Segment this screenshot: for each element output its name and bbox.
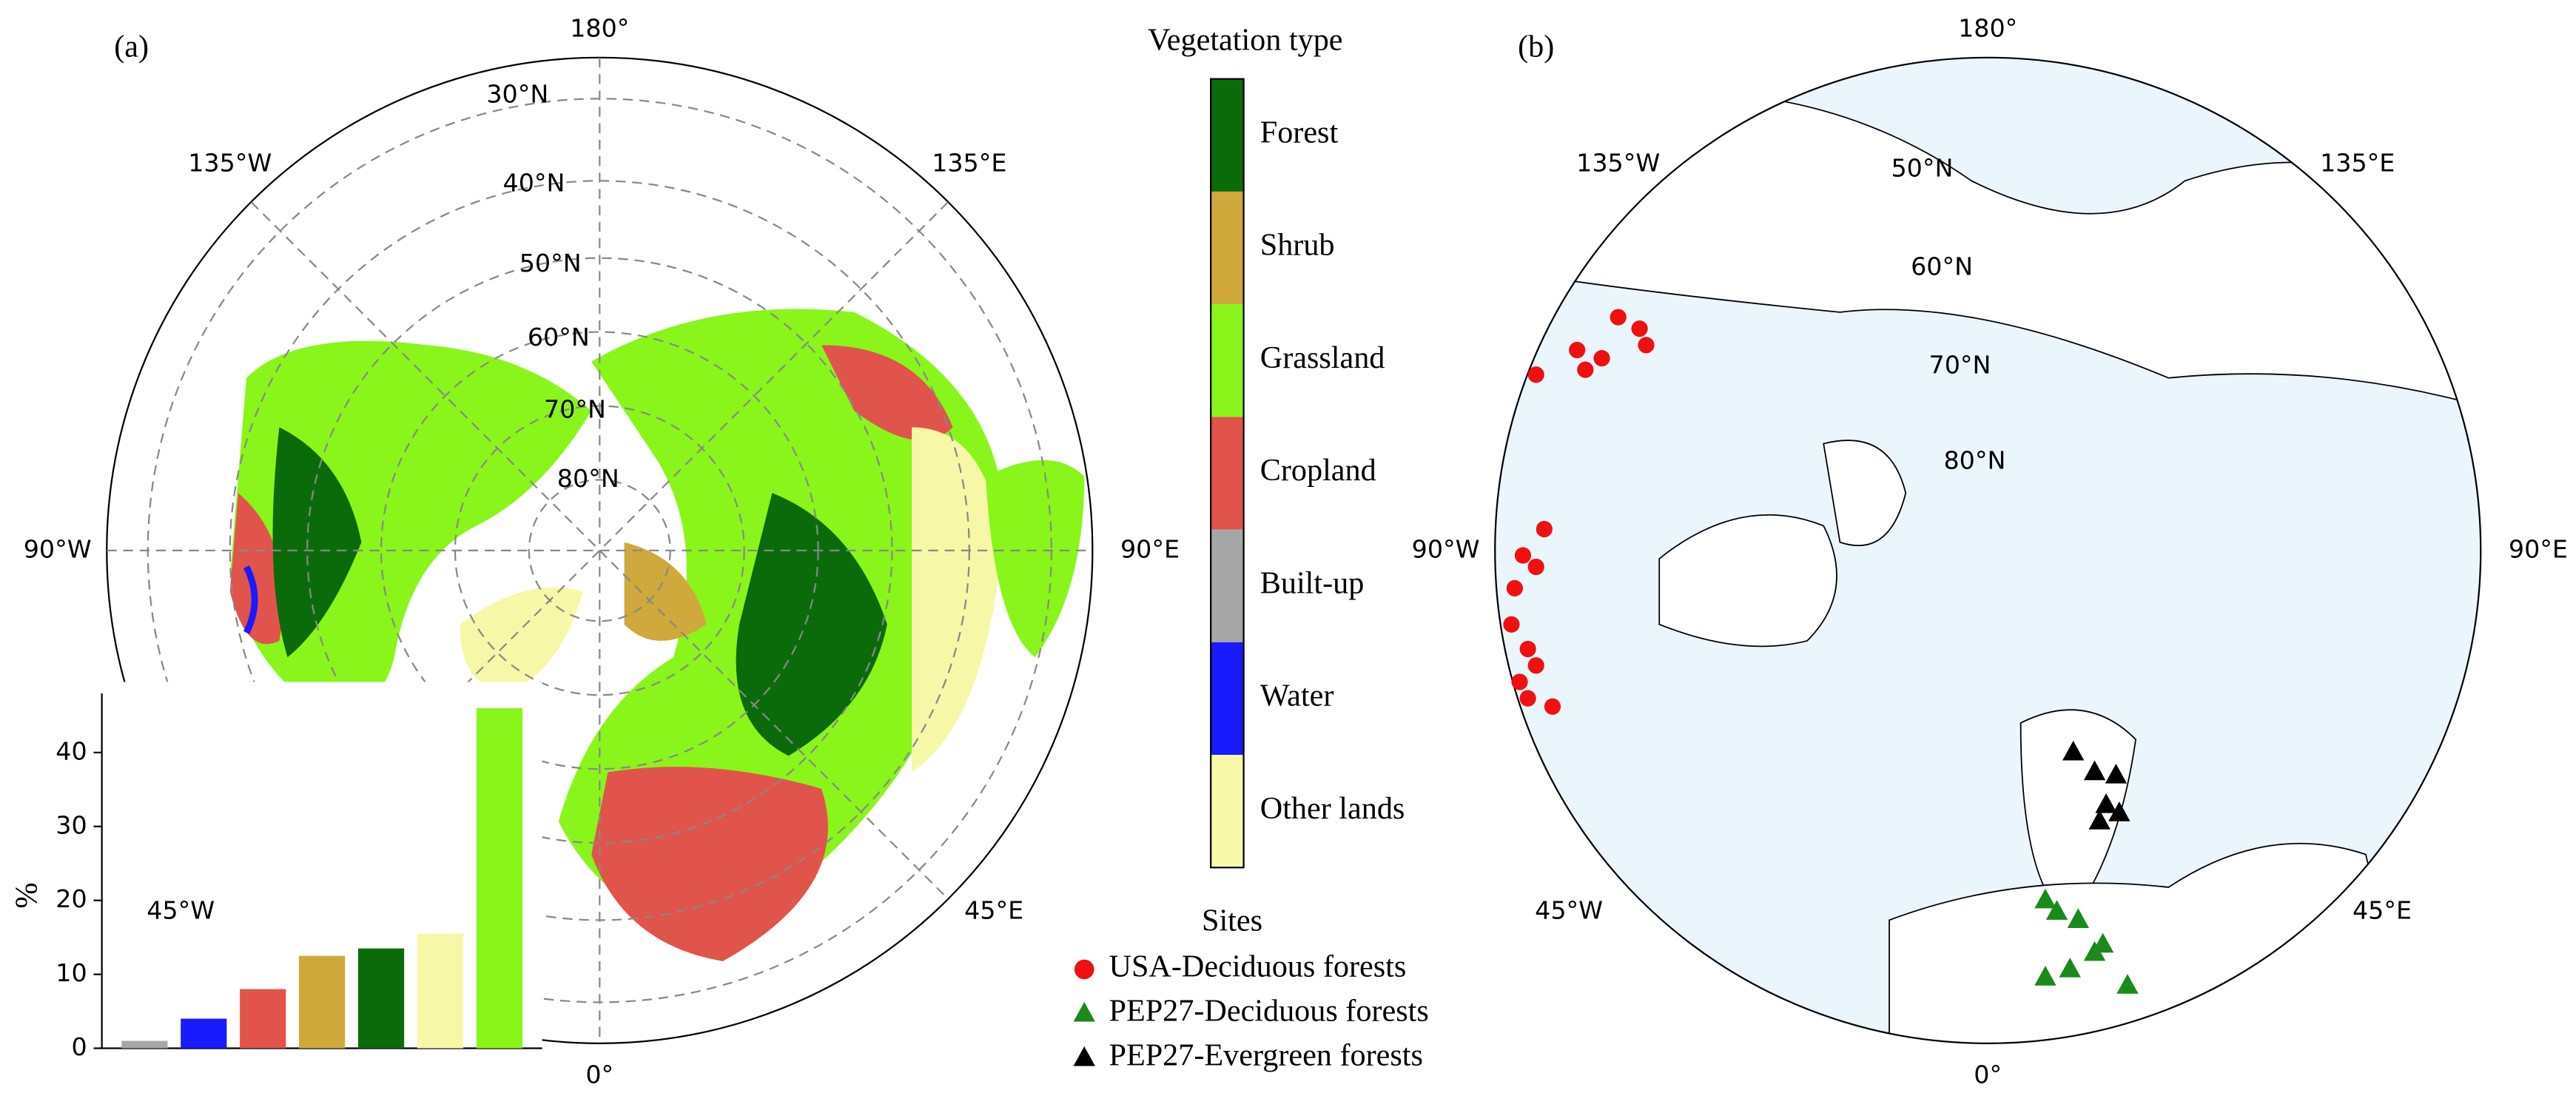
bar <box>240 989 286 1049</box>
legend-title: Vegetation type <box>1148 23 1343 58</box>
meridian-label: 90°W <box>24 534 92 563</box>
bar <box>299 955 346 1049</box>
site-marker <box>1511 673 1528 690</box>
site-marker <box>2108 801 2131 821</box>
site-marker <box>1610 309 1627 326</box>
site-marker <box>1519 690 1536 707</box>
parallel-label: 70°N <box>544 395 606 424</box>
bar <box>357 948 405 1049</box>
meridian-label: 135°W <box>188 149 272 178</box>
legend-swatch <box>1211 642 1244 756</box>
bar <box>476 707 522 1049</box>
meridian-label: 135°W <box>1576 149 1660 178</box>
site-marker <box>1527 366 1544 383</box>
site-marker <box>1514 547 1532 564</box>
site-marker <box>1074 959 1094 980</box>
legend-label: Built-up <box>1260 565 1365 600</box>
site-marker <box>1503 616 1520 633</box>
meridian-label: 0° <box>585 1060 613 1089</box>
meridian-label: 90°W <box>1412 534 1480 563</box>
y-tick-label: 40 <box>56 736 87 765</box>
meridian-label: 180° <box>570 14 629 43</box>
site-marker <box>2116 974 2139 994</box>
legend-swatch <box>1211 417 1244 530</box>
site-marker <box>2062 740 2085 761</box>
meridian-label: 135°E <box>2320 149 2395 178</box>
legend-label: Grassland <box>1260 340 1385 375</box>
meridian-label: 135°E <box>932 149 1006 178</box>
site-marker <box>1527 558 1544 576</box>
sites-label: USA-Deciduous forests <box>1109 949 1407 984</box>
site-marker <box>1519 640 1536 658</box>
legend-swatch <box>1211 529 1244 642</box>
site-marker <box>1536 520 1553 538</box>
site-marker <box>2091 932 2114 953</box>
legend-swatch <box>1211 78 1244 192</box>
y-axis-label: % <box>10 882 44 908</box>
y-tick-label: 10 <box>56 958 87 987</box>
legend-label: Shrub <box>1260 228 1335 263</box>
sites-label: PEP27-Evergreen forests <box>1109 1038 1423 1073</box>
bar <box>121 1040 168 1049</box>
legend-swatch <box>1211 755 1244 868</box>
site-marker <box>1577 361 1594 378</box>
meridian-label: 0° <box>1974 1060 2002 1089</box>
parallel-label: 80°N <box>557 464 619 493</box>
site-marker <box>2045 900 2068 920</box>
legend-label: Forest <box>1260 115 1339 149</box>
parallel-label: 80°N <box>1944 446 2006 474</box>
legend-label: Other lands <box>1260 791 1405 826</box>
site-marker <box>1527 657 1544 674</box>
y-tick-label: 0 <box>71 1032 87 1061</box>
legend-swatch <box>1211 191 1244 305</box>
site-marker <box>1073 1046 1095 1066</box>
meridian-label: 90°E <box>1120 534 1180 563</box>
parallel-label: 50°N <box>519 249 582 278</box>
site-marker <box>2034 888 2057 909</box>
parallel-label: 40°N <box>503 168 565 197</box>
meridian-label: 90°E <box>2509 534 2568 563</box>
parallel-label: 50°N <box>1891 153 1953 182</box>
meridian-label: 45°W <box>147 896 215 925</box>
panel-label: (b) <box>1518 29 1554 64</box>
site-marker <box>2067 908 2089 928</box>
map-b <box>1495 57 2481 1043</box>
parallel-label: 60°N <box>528 323 590 352</box>
colorbar-frame <box>1210 78 1245 869</box>
site-marker <box>1631 320 1648 337</box>
panel-label: (a) <box>114 29 149 64</box>
meridian-label: 180° <box>1958 14 2017 43</box>
y-tick-label: 20 <box>56 884 87 913</box>
site-marker <box>2088 810 2111 830</box>
legend-swatch <box>1211 304 1244 417</box>
site-marker <box>2083 760 2106 781</box>
bar <box>417 933 464 1049</box>
bar <box>181 1018 227 1049</box>
parallel-label: 60°N <box>1911 252 1973 280</box>
meridian-label: 45°W <box>1535 896 1603 925</box>
legend-label: Water <box>1260 679 1334 713</box>
site-marker <box>2034 966 2057 986</box>
legend-label: Cropland <box>1260 453 1376 488</box>
map-b-frame <box>1494 56 2482 1044</box>
parallel-label: 70°N <box>1929 351 1991 380</box>
graticule-a <box>107 57 1093 1043</box>
site-marker <box>1544 698 1561 715</box>
site-marker <box>1569 341 1586 359</box>
site-marker <box>1638 337 1655 354</box>
sites-title: Sites <box>1202 903 1262 938</box>
site-marker <box>1506 579 1523 596</box>
meridian-label: 45°E <box>2353 896 2412 925</box>
site-marker <box>2105 763 2128 784</box>
sites-label: PEP27-Deciduous forests <box>1109 994 1429 1029</box>
site-marker <box>1073 1001 1095 1022</box>
y-tick-label: 30 <box>56 810 87 839</box>
site-marker <box>1593 349 1610 367</box>
parallel-label: 30°N <box>486 79 548 108</box>
site-marker <box>2095 793 2117 813</box>
meridian-label: 45°E <box>964 896 1023 925</box>
site-marker <box>2059 957 2081 978</box>
